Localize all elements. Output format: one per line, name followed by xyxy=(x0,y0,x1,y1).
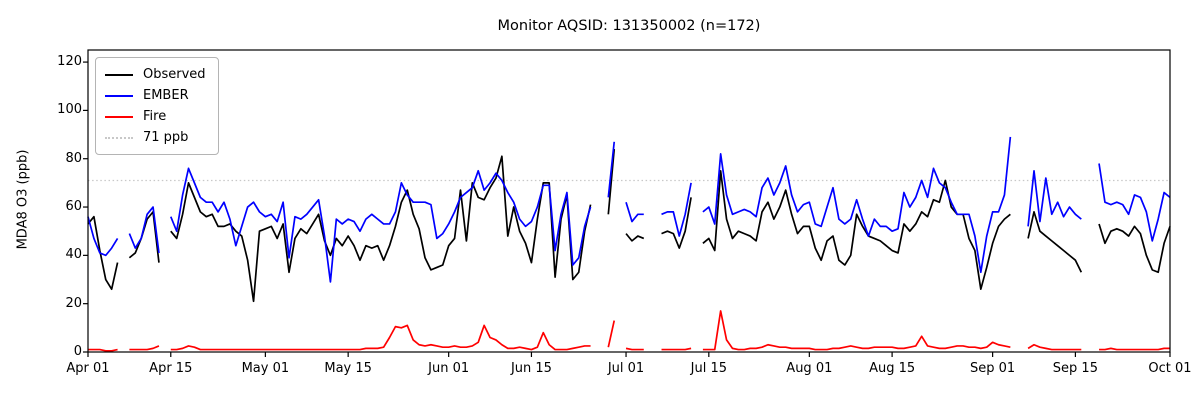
x-tick-label: May 01 xyxy=(241,361,290,376)
fire-line xyxy=(607,320,616,348)
y-tick-label: 100 xyxy=(57,102,82,118)
ember-line xyxy=(169,167,592,283)
fire-line xyxy=(702,310,1011,351)
legend-line-sample xyxy=(105,136,133,139)
y-tick-label: 120 xyxy=(57,54,82,70)
fire-line xyxy=(1027,343,1082,351)
legend-line-sample xyxy=(105,115,133,118)
fire-line xyxy=(1099,347,1170,351)
observed-line xyxy=(87,215,119,291)
ember-line xyxy=(661,182,692,237)
ember-line xyxy=(1027,169,1082,227)
x-tick-label: Jul 01 xyxy=(607,361,645,376)
fire-line xyxy=(170,324,591,351)
x-tick-label: Aug 01 xyxy=(786,361,833,376)
fire-line xyxy=(625,347,644,351)
x-tick-label: May 15 xyxy=(324,361,372,376)
x-tick-label: Jun 15 xyxy=(510,361,552,376)
legend-label: 71 ppb xyxy=(143,130,189,145)
x-tick-label: Jun 01 xyxy=(428,361,470,376)
observed-line xyxy=(1027,211,1083,273)
y-tick-label: 80 xyxy=(65,150,82,166)
x-tick-label: Aug 15 xyxy=(869,361,916,376)
observed-line xyxy=(607,148,616,215)
y-tick-label: 0 xyxy=(73,344,82,359)
y-tick-label: 20 xyxy=(65,295,82,311)
observed-line xyxy=(702,169,1011,291)
legend-item-ember: EMBER xyxy=(105,85,206,106)
legend-label: EMBER xyxy=(143,88,189,103)
legend-item-fire: Fire xyxy=(105,106,206,127)
observed-line xyxy=(1098,223,1171,274)
x-tick-label: Jul 15 xyxy=(690,361,727,376)
ember-line xyxy=(625,201,644,223)
x-tick-label: Oct 01 xyxy=(1148,361,1192,376)
chart-title: Monitor AQSID: 131350002 (n=172) xyxy=(497,18,761,34)
legend-label: Observed xyxy=(143,67,206,82)
x-tick-label: Sep 15 xyxy=(1052,361,1098,376)
x-tick-label: Apr 01 xyxy=(66,361,110,376)
axes-frame xyxy=(87,49,1171,353)
legend: Observed EMBER Fire 71 ppb xyxy=(95,57,219,155)
legend-line-sample xyxy=(105,73,133,76)
legend-item-71-ppb: 71 ppb xyxy=(105,127,206,148)
x-tick-label: Sep 01 xyxy=(970,361,1016,376)
x-tick-label: Apr 15 xyxy=(149,361,193,376)
ember-line xyxy=(128,206,160,254)
legend-line-sample xyxy=(105,94,133,97)
fire-line xyxy=(129,345,160,351)
y-tick-label: 40 xyxy=(65,247,82,263)
ember-line xyxy=(1098,163,1171,242)
observed-line xyxy=(625,233,645,242)
ember-line xyxy=(702,136,1012,274)
fire-line xyxy=(661,347,692,351)
observed-line xyxy=(661,197,692,249)
ember-line xyxy=(607,141,616,198)
observed-line xyxy=(170,155,592,303)
ember-line xyxy=(87,216,119,257)
legend-label: Fire xyxy=(143,109,167,124)
fire-line xyxy=(88,348,118,352)
y-tick-label: 60 xyxy=(65,199,82,215)
legend-item-observed: Observed xyxy=(105,64,206,85)
